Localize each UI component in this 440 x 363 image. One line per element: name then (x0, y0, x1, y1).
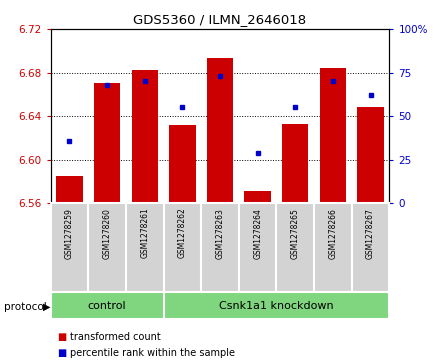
Bar (164, 292, 389, 319)
Bar (245, 191, 271, 203)
Bar (56, 176, 83, 203)
Text: transformed count: transformed count (70, 332, 161, 342)
Text: GSM1278259: GSM1278259 (65, 208, 74, 258)
Text: Csnk1a1 knockdown: Csnk1a1 knockdown (219, 301, 334, 311)
Text: GSM1278267: GSM1278267 (366, 208, 375, 258)
Text: GSM1278260: GSM1278260 (103, 208, 112, 258)
Bar (164, 203, 201, 292)
Bar (320, 68, 346, 203)
Bar (352, 203, 389, 292)
Text: GSM1278265: GSM1278265 (291, 208, 300, 258)
Text: GDS5360 / ILMN_2646018: GDS5360 / ILMN_2646018 (133, 13, 307, 26)
Bar (51, 292, 164, 319)
Bar (94, 83, 120, 203)
Bar (88, 203, 126, 292)
Bar (169, 125, 195, 203)
Bar (276, 203, 314, 292)
Text: GSM1278263: GSM1278263 (216, 208, 224, 258)
Text: ▶: ▶ (43, 302, 51, 312)
Text: GSM1278266: GSM1278266 (328, 208, 337, 258)
Text: ■: ■ (57, 348, 66, 358)
Text: control: control (88, 301, 126, 311)
Text: GSM1278264: GSM1278264 (253, 208, 262, 258)
Text: GSM1278262: GSM1278262 (178, 208, 187, 258)
Bar (126, 203, 164, 292)
Text: percentile rank within the sample: percentile rank within the sample (70, 348, 235, 358)
Bar (282, 124, 308, 203)
Bar (207, 58, 233, 203)
Text: protocol: protocol (4, 302, 47, 312)
Text: GSM1278261: GSM1278261 (140, 208, 149, 258)
Bar (201, 203, 239, 292)
Bar (51, 203, 88, 292)
Text: ■: ■ (57, 332, 66, 342)
Bar (357, 107, 384, 203)
Bar (239, 203, 276, 292)
Bar (132, 70, 158, 203)
Bar (314, 203, 352, 292)
